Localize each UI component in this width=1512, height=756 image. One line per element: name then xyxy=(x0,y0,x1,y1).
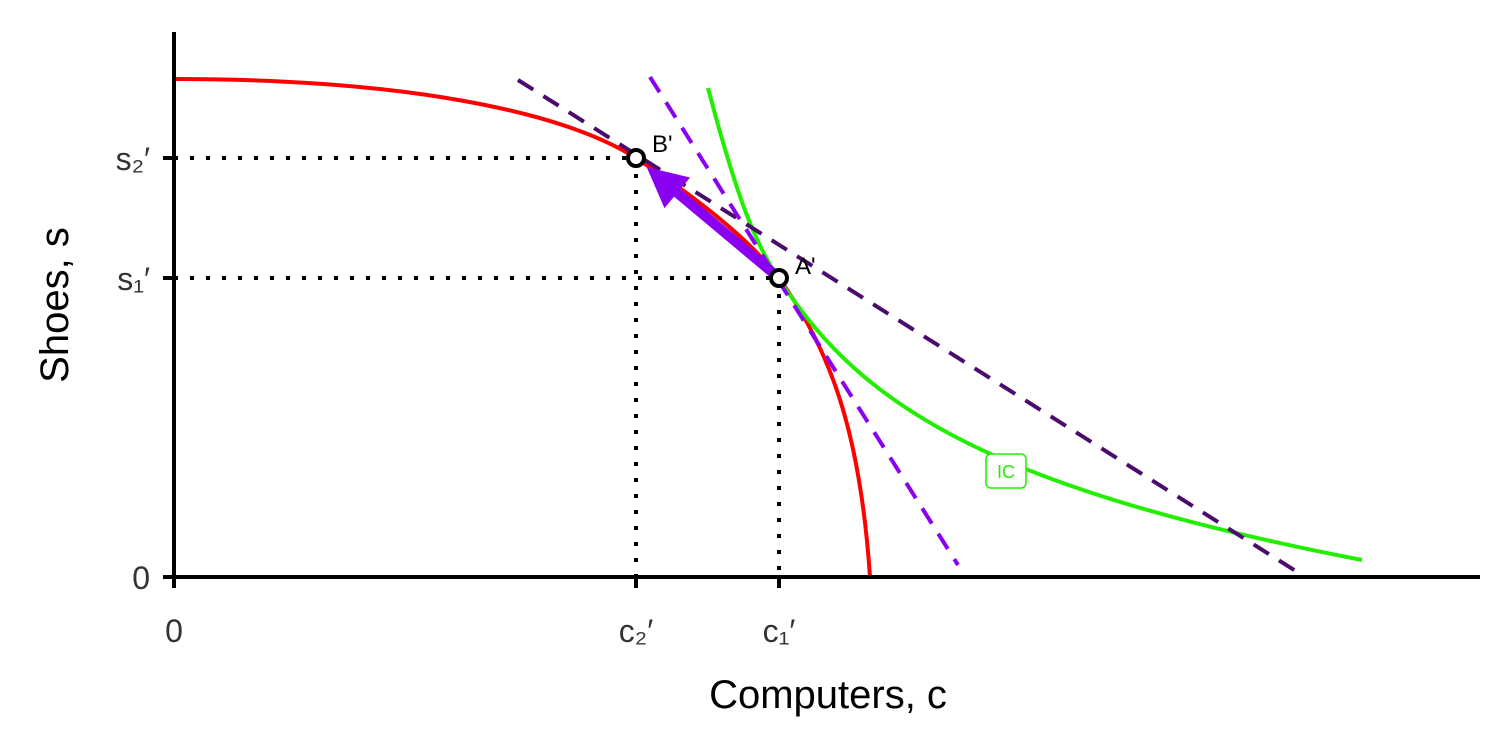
x-tick-label: c₁′ xyxy=(763,613,796,649)
movement-arrow xyxy=(646,167,783,282)
curve-label: IC xyxy=(997,462,1015,482)
price-line-a xyxy=(648,75,960,567)
y-tick-label: s₁′ xyxy=(117,261,150,297)
indifference-curve xyxy=(706,87,1363,562)
point-b xyxy=(626,148,646,168)
point-a xyxy=(769,268,789,288)
curve-label-box xyxy=(985,453,1027,489)
ppf-curve xyxy=(173,77,872,578)
ticks xyxy=(163,156,781,588)
point-label: B' xyxy=(652,131,673,158)
y-tick-label: s₂′ xyxy=(116,141,150,177)
guides xyxy=(174,156,781,577)
x-tick-label: c₂′ xyxy=(619,613,653,649)
x-tick-label: 0 xyxy=(165,613,183,649)
y-axis-title: Shoes, s xyxy=(33,227,77,383)
price-line-b xyxy=(516,78,1304,577)
point-label: A' xyxy=(795,253,816,280)
x-axis-title: Computers, c xyxy=(709,673,947,717)
y-tick-label: 0 xyxy=(132,560,150,596)
